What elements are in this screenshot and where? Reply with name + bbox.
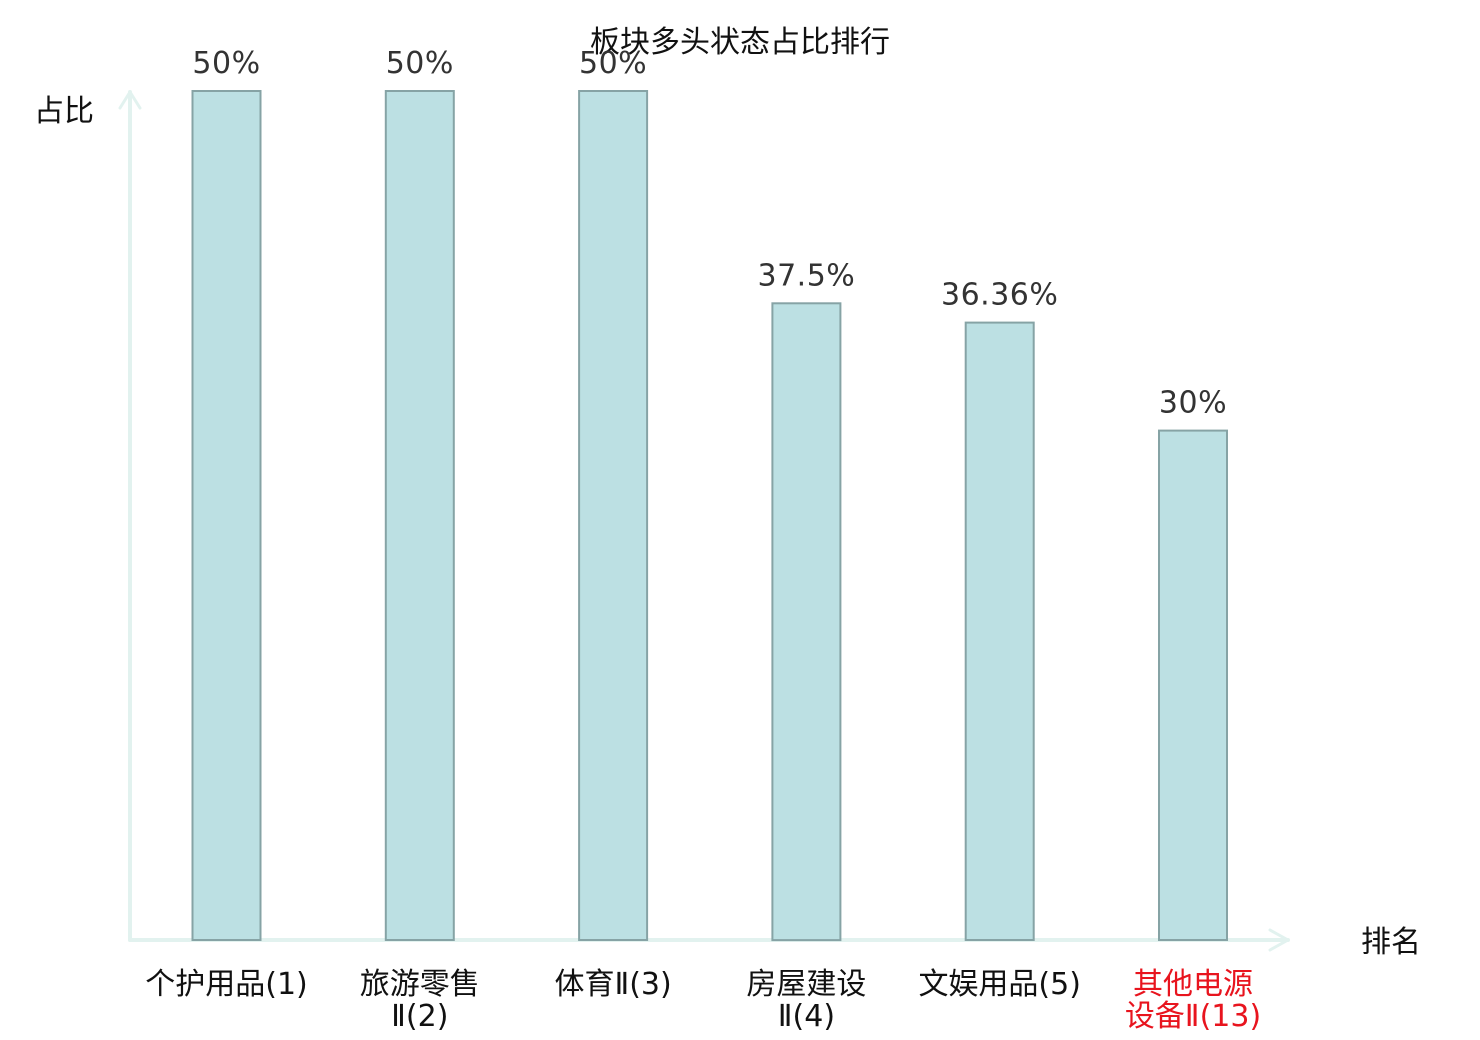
- x-axis-arrow: [1268, 928, 1290, 952]
- bar-3: [578, 90, 649, 941]
- x-axis-label: 排名: [1361, 925, 1421, 960]
- value-label-6: 30%: [1159, 386, 1227, 421]
- value-label-3: 50%: [579, 46, 647, 81]
- axes: [118, 90, 1290, 952]
- category-label-2-line-2: Ⅱ(2): [391, 999, 448, 1034]
- bar-5: [964, 321, 1035, 942]
- value-label-5: 36.36%: [941, 278, 1058, 313]
- bars-group: [191, 90, 1228, 942]
- category-label-2-line-1: 旅游零售: [360, 967, 480, 1002]
- category-label-4-line-2: Ⅱ(4): [778, 999, 835, 1034]
- value-label-2: 50%: [386, 46, 454, 81]
- chart-title: 板块多头状态占比排行: [590, 25, 890, 60]
- bar-4: [771, 302, 842, 942]
- category-label-6-line-2: 设备Ⅱ(13): [1125, 999, 1261, 1034]
- y-axis-arrow: [118, 90, 142, 110]
- bar-2: [384, 90, 455, 941]
- category-label-3: 体育Ⅱ(3): [554, 967, 671, 1002]
- value-labels-group: 50% 50% 50% 37.5% 36.36% 30%: [192, 46, 1227, 421]
- category-label-6-line-1: 其他电源: [1133, 967, 1253, 1002]
- value-label-1: 50%: [192, 46, 260, 81]
- bar-6: [1158, 429, 1228, 941]
- y-axis-label: 占比: [34, 94, 94, 129]
- value-label-4: 37.5%: [757, 258, 855, 293]
- category-label-1: 个护用品(1): [145, 967, 308, 1002]
- bar-1: [191, 90, 262, 941]
- category-label-5: 文娱用品(5): [918, 967, 1081, 1002]
- category-label-4-line-1: 房屋建设: [746, 967, 866, 1002]
